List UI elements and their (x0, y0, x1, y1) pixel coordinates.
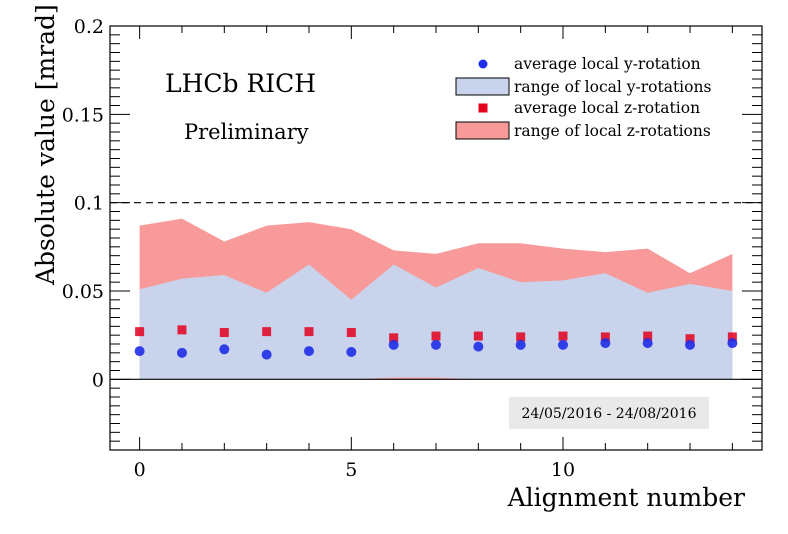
point-z-rotation-13 (685, 334, 695, 344)
y-tick-label-0.05: 0.05 (62, 281, 104, 303)
legend-label-average-local-z-rotation: average local z-rotation (514, 99, 700, 117)
date-range-box (509, 397, 709, 429)
point-z-rotation-8 (473, 331, 483, 341)
legend-swatch-range-of-local-z-rotations (455, 121, 510, 140)
point-z-rotation-5 (346, 328, 356, 338)
point-y-rotation-6 (388, 339, 399, 350)
legend-label-range-of-local-z-rotations: range of local z-rotations (514, 122, 711, 140)
point-z-rotation-0 (135, 327, 145, 337)
axis-ticks (110, 25, 762, 451)
bands-layer (139, 218, 733, 380)
axis-tick-labels: 0 5 10 0 0.05 0.1 0.15 0.2 (62, 16, 575, 481)
band-range-of-local-y-rotations (139, 264, 733, 380)
chart-subtitle: Preliminary (184, 120, 309, 144)
point-y-rotation-1 (176, 347, 187, 358)
chart-title: LHCb RICH (165, 69, 316, 98)
y-tick-label-0.1: 0.1 (74, 193, 104, 215)
point-z-rotation-1 (177, 325, 187, 335)
point-z-rotation-6 (389, 333, 399, 343)
point-z-rotation-2 (219, 328, 229, 338)
point-y-rotation-4 (303, 346, 314, 357)
y-tick-label-0: 0 (92, 369, 104, 391)
point-y-rotation-3 (261, 349, 272, 360)
x-tick-label-5: 5 (345, 459, 357, 481)
x-tick-label-0: 0 (134, 459, 146, 481)
point-y-rotation-0 (134, 346, 145, 357)
point-z-rotation-9 (516, 332, 526, 342)
point-z-rotation-7 (431, 331, 441, 341)
points-layer (134, 325, 738, 360)
point-z-rotation-3 (262, 327, 272, 337)
point-y-rotation-5 (346, 346, 357, 357)
point-z-rotation-4 (304, 327, 314, 337)
legend-marker-average-local-z-rotation (478, 103, 488, 113)
point-y-rotation-10 (558, 339, 569, 350)
legend-label-range-of-local-y-rotations: range of local y-rotations (514, 78, 711, 96)
point-y-rotation-14 (727, 338, 738, 349)
reference-lines (110, 202, 762, 380)
y-tick-label-0.2: 0.2 (74, 16, 104, 38)
legend-label-average-local-y-rotation: average local y-rotation (514, 55, 701, 73)
point-y-rotation-7 (431, 339, 441, 350)
legend: average local y-rotation range of local y… (455, 55, 711, 140)
point-y-rotation-9 (515, 339, 526, 350)
point-y-rotation-8 (473, 341, 484, 352)
legend-marker-average-local-y-rotation (478, 59, 488, 69)
point-y-rotation-2 (219, 344, 230, 355)
point-y-rotation-11 (600, 338, 611, 349)
x-axis-title: Alignment number (507, 483, 745, 512)
point-y-rotation-12 (642, 338, 653, 349)
point-z-rotation-14 (727, 332, 737, 342)
point-z-rotation-12 (643, 331, 653, 341)
point-z-rotation-11 (600, 332, 610, 342)
legend-swatch-range-of-local-y-rotations (455, 77, 510, 96)
date-range-label: 24/05/2016 - 24/08/2016 (521, 406, 696, 422)
y-tick-label-0.15: 0.15 (62, 104, 104, 126)
x-tick-label-10: 10 (551, 459, 575, 481)
point-y-rotation-13 (685, 339, 696, 350)
point-z-rotation-10 (558, 331, 568, 341)
y-axis-title: Absolute value [mrad] (31, 4, 60, 286)
